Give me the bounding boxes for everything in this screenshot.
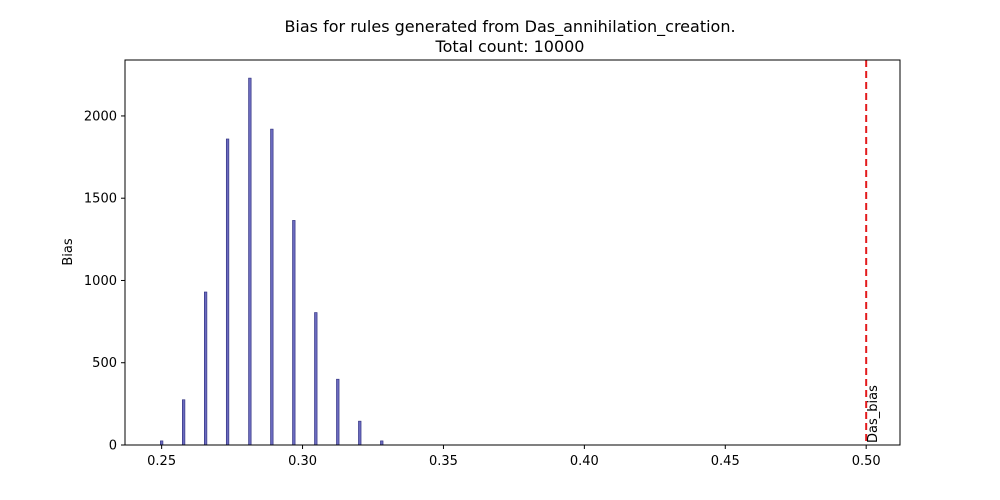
y-tick-label: 2000 <box>84 109 117 124</box>
histogram-bar <box>225 138 230 446</box>
histogram-bar <box>314 312 318 446</box>
y-axis-ticks: 0 500 1000 1500 2000 <box>84 109 125 454</box>
histogram-bar <box>248 77 252 446</box>
histogram-bar <box>358 420 362 446</box>
chart-subtitle: Total count: 10000 <box>435 37 585 56</box>
histogram-bars <box>160 77 384 446</box>
reference-line-group: Das_bias <box>865 60 881 445</box>
histogram-bar <box>292 220 296 446</box>
y-tick-label: 1000 <box>84 274 117 289</box>
y-tick-label: 0 <box>109 439 117 454</box>
x-tick-label: 0.45 <box>711 454 740 469</box>
histogram-bar <box>380 440 384 446</box>
x-tick-label: 0.30 <box>288 454 317 469</box>
x-tick-label: 0.40 <box>570 454 599 469</box>
x-tick-label: 0.50 <box>852 454 881 469</box>
y-tick-label: 500 <box>92 356 117 371</box>
x-axis-ticks: 0.25 0.30 0.35 0.40 0.45 0.50 <box>147 445 881 469</box>
histogram-bar <box>336 378 340 446</box>
histogram-bar <box>160 440 164 446</box>
x-tick-label: 0.35 <box>429 454 458 469</box>
histogram-bar <box>204 291 208 446</box>
y-axis-label: Bias <box>61 238 76 265</box>
reference-line-label: Das_bias <box>866 385 881 443</box>
x-tick-label: 0.25 <box>147 454 176 469</box>
chart-title: Bias for rules generated from Das_annihi… <box>284 17 735 37</box>
histogram-bar <box>182 399 186 446</box>
y-tick-label: 1500 <box>84 192 117 207</box>
plot-area-frame <box>124 59 901 446</box>
histogram-bar <box>270 128 274 446</box>
